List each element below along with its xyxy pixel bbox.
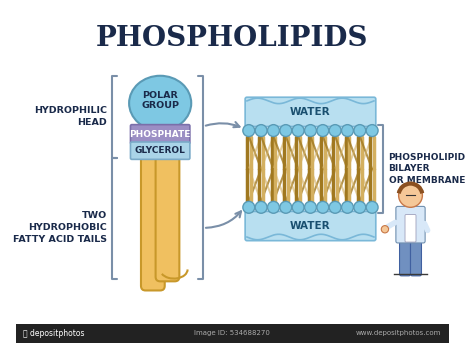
Text: HYDROPHILIC
HEAD: HYDROPHILIC HEAD [34,106,107,127]
FancyBboxPatch shape [130,142,190,159]
FancyBboxPatch shape [16,324,449,343]
Circle shape [381,226,389,233]
FancyBboxPatch shape [141,154,165,290]
Circle shape [399,184,422,207]
Text: TWO
HYDROPHOBIC
FATTY ACID TAILS: TWO HYDROPHOBIC FATTY ACID TAILS [13,211,107,244]
FancyBboxPatch shape [245,212,376,241]
Text: PHOSPHOLIPIDS: PHOSPHOLIPIDS [96,25,369,52]
Circle shape [317,202,329,213]
Circle shape [243,202,255,213]
Circle shape [280,202,292,213]
Text: GLYCEROL: GLYCEROL [135,146,186,155]
Text: PHOSPHATE: PHOSPHATE [129,130,191,139]
FancyBboxPatch shape [245,97,376,126]
FancyArrowPatch shape [387,222,395,227]
Circle shape [317,125,329,136]
Text: POLAR
GROUP: POLAR GROUP [141,91,179,110]
FancyBboxPatch shape [410,237,421,276]
Text: Image ID: 534688270: Image ID: 534688270 [194,330,270,337]
Circle shape [354,125,366,136]
FancyArrowPatch shape [206,122,239,127]
Text: PHOSPHOLIPID
BILAYER
OR MEMBRANE: PHOSPHOLIPID BILAYER OR MEMBRANE [389,153,465,185]
Circle shape [366,125,378,136]
Circle shape [267,202,279,213]
Text: ⓓ depositphotos: ⓓ depositphotos [23,329,85,338]
Circle shape [243,125,255,136]
Circle shape [267,125,279,136]
Circle shape [255,125,267,136]
Text: www.depositphotos.com: www.depositphotos.com [356,330,442,337]
Circle shape [304,202,317,213]
Circle shape [255,202,267,213]
Circle shape [354,202,366,213]
Text: WATER: WATER [290,107,331,117]
Circle shape [342,202,354,213]
Circle shape [329,125,341,136]
Circle shape [329,202,341,213]
FancyBboxPatch shape [396,207,425,243]
Circle shape [304,125,317,136]
FancyBboxPatch shape [130,125,190,144]
FancyArrowPatch shape [206,211,241,228]
Circle shape [280,125,292,136]
Circle shape [366,202,378,213]
FancyBboxPatch shape [155,154,179,281]
Circle shape [342,125,354,136]
Ellipse shape [129,76,191,131]
FancyArrowPatch shape [424,223,428,231]
FancyBboxPatch shape [405,215,416,242]
Text: WATER: WATER [290,221,331,231]
Circle shape [292,202,304,213]
Circle shape [292,125,304,136]
FancyBboxPatch shape [400,237,410,276]
